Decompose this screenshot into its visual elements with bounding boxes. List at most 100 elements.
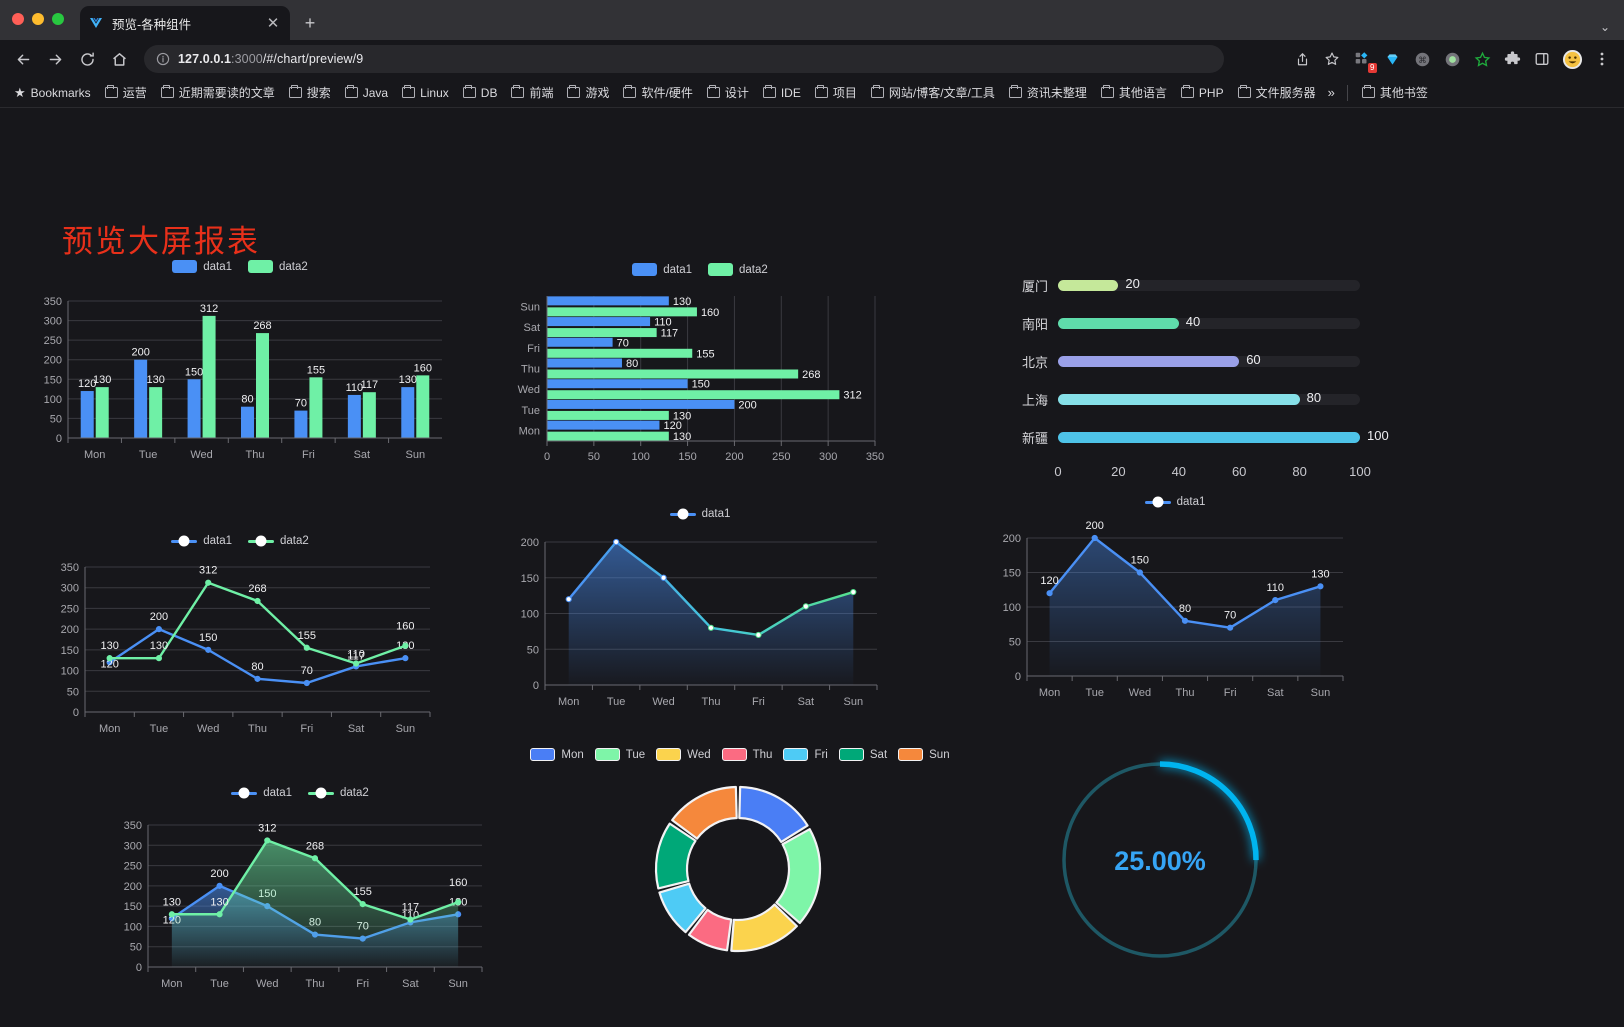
legend-item-data2[interactable]: data2: [708, 263, 768, 276]
close-tab-button[interactable]: ✕: [266, 14, 280, 32]
bookmark-folder-projects[interactable]: 项目: [809, 81, 863, 104]
progress-track[interactable]: 40: [1058, 314, 1360, 329]
bar[interactable]: [416, 375, 430, 438]
bookmark-star-icon[interactable]: [1318, 45, 1346, 73]
pie-slice[interactable]: [687, 908, 733, 952]
data-point[interactable]: [1136, 569, 1143, 576]
data-point[interactable]: [660, 574, 667, 581]
bookmark-folder-design[interactable]: 设计: [701, 81, 755, 104]
bookmark-folder-linux[interactable]: Linux: [396, 83, 455, 103]
bar[interactable]: [547, 399, 735, 409]
legend-item-data2[interactable]: data2: [248, 535, 309, 547]
data-point[interactable]: [402, 642, 409, 649]
legend-item-data1[interactable]: data1: [1144, 496, 1205, 508]
bar[interactable]: [149, 387, 163, 438]
bar[interactable]: [347, 394, 361, 438]
data-point[interactable]: [155, 626, 163, 633]
bookmark-item-bookmarks[interactable]: ★ Bookmarks: [8, 82, 97, 104]
extension-grid-icon[interactable]: 9: [1348, 45, 1377, 73]
bar[interactable]: [241, 406, 254, 438]
bookmark-folder-other-bookmarks[interactable]: 其他书签: [1356, 81, 1434, 104]
data-point[interactable]: [303, 679, 310, 687]
legend-item-data1[interactable]: data1: [669, 508, 730, 520]
forward-button[interactable]: [40, 44, 70, 74]
bar[interactable]: [547, 379, 688, 389]
bookmark-folder-recent-articles[interactable]: 近期需要读的文章: [155, 81, 281, 104]
data-point[interactable]: [155, 655, 163, 662]
chevron-down-icon[interactable]: ⌄: [1599, 20, 1610, 34]
window-traffic-lights[interactable]: [12, 13, 64, 25]
diamond-extension-icon[interactable]: [1378, 45, 1406, 73]
data-point[interactable]: [707, 624, 715, 631]
pie-slice[interactable]: [671, 785, 738, 840]
browser-tab[interactable]: 预览-各种组件 ✕: [80, 6, 290, 40]
legend-item-data2[interactable]: data2: [308, 787, 369, 799]
data-point[interactable]: [402, 655, 409, 662]
data-point[interactable]: [254, 675, 261, 682]
data-point[interactable]: [264, 837, 271, 844]
share-icon[interactable]: [1288, 45, 1316, 73]
legend-item-thu[interactable]: Thu: [721, 748, 772, 761]
data-point[interactable]: [565, 596, 572, 603]
bar[interactable]: [547, 369, 799, 379]
bar[interactable]: [547, 420, 660, 430]
data-point[interactable]: [106, 655, 113, 662]
address-bar[interactable]: 127.0.0.1:3000/#/chart/preview/9: [144, 45, 1224, 73]
bar[interactable]: [95, 387, 109, 438]
data-point[interactable]: [1091, 534, 1098, 542]
pie-slice[interactable]: [730, 903, 798, 953]
data-point[interactable]: [311, 855, 319, 862]
bookmark-folder-other-languages[interactable]: 其他语言: [1095, 81, 1173, 104]
command-extension-icon[interactable]: ⌘: [1408, 45, 1436, 73]
bar[interactable]: [547, 337, 613, 347]
close-window-button[interactable]: [12, 13, 24, 25]
data-point[interactable]: [755, 631, 762, 639]
bookmark-folder-frontend[interactable]: 前端: [505, 81, 559, 104]
bar[interactable]: [362, 392, 376, 438]
bookmarks-overflow-button[interactable]: »: [1327, 85, 1335, 100]
site-info-icon[interactable]: [156, 52, 170, 66]
legend-item-mon[interactable]: Mon: [530, 748, 584, 761]
legend-item-tue[interactable]: Tue: [594, 748, 645, 761]
bar[interactable]: [294, 410, 308, 438]
bar[interactable]: [547, 410, 669, 420]
circle-extension-icon[interactable]: [1438, 45, 1466, 73]
side-panel-icon[interactable]: [1528, 45, 1556, 73]
data-point[interactable]: [1317, 583, 1324, 590]
data-point[interactable]: [1046, 590, 1053, 597]
data-point[interactable]: [303, 644, 310, 651]
bar[interactable]: [401, 387, 415, 438]
pie-slice[interactable]: [738, 785, 809, 844]
puzzle-extension-icon[interactable]: [1498, 45, 1526, 73]
bar[interactable]: [256, 333, 269, 438]
data-point[interactable]: [802, 603, 809, 610]
data-point[interactable]: [216, 882, 223, 889]
new-tab-button[interactable]: +: [304, 12, 316, 33]
data-point[interactable]: [359, 901, 366, 908]
progress-track[interactable]: 20: [1058, 276, 1360, 291]
bar[interactable]: [547, 296, 669, 306]
bookmark-folder-search[interactable]: 搜索: [283, 81, 337, 104]
bookmark-folder-websites[interactable]: 网站/博客/文章/工具: [865, 81, 1001, 104]
bar[interactable]: [80, 391, 94, 438]
data-point[interactable]: [168, 911, 175, 918]
bar[interactable]: [547, 390, 840, 400]
pie-slice[interactable]: [654, 822, 697, 890]
data-point[interactable]: [613, 538, 620, 546]
bookmark-folder-games[interactable]: 游戏: [561, 81, 615, 104]
data-point[interactable]: [205, 646, 212, 653]
legend-item-data1[interactable]: data1: [171, 535, 232, 547]
legend-item-sun[interactable]: Sun: [898, 748, 950, 761]
bookmark-folder-db[interactable]: DB: [457, 83, 504, 103]
progress-track[interactable]: 100: [1058, 428, 1389, 443]
bookmark-folder-file-server[interactable]: 文件服务器: [1232, 81, 1322, 104]
progress-track[interactable]: 60: [1058, 352, 1360, 367]
bar[interactable]: [547, 317, 651, 327]
reload-button[interactable]: [72, 44, 102, 74]
minimize-window-button[interactable]: [32, 13, 44, 25]
maximize-window-button[interactable]: [52, 13, 64, 25]
bar[interactable]: [309, 377, 323, 438]
bookmark-folder-java[interactable]: Java: [339, 83, 394, 103]
data-point[interactable]: [352, 660, 360, 667]
legend-item-data2[interactable]: data2: [248, 260, 308, 273]
